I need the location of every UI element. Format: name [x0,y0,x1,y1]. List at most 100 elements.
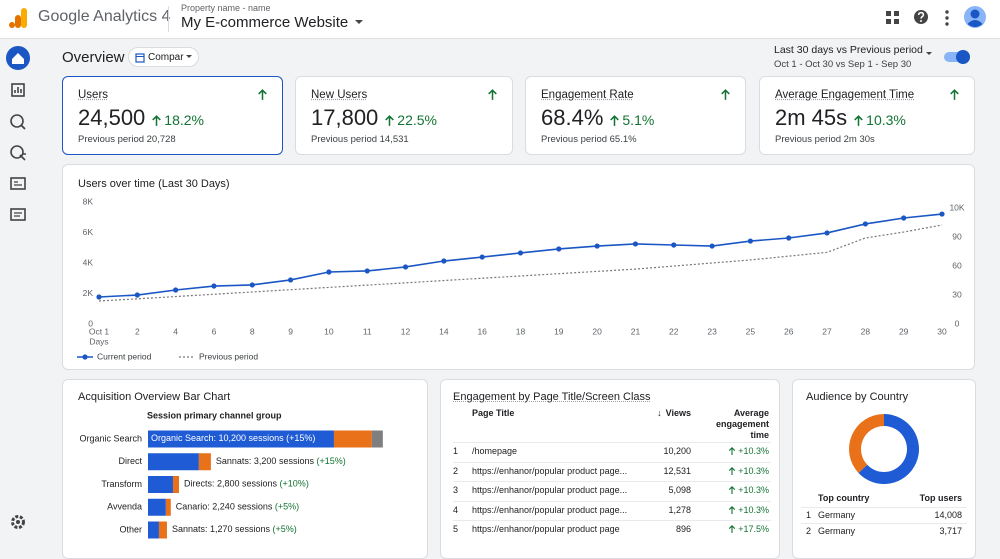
bar-segment [198,453,211,471]
row-index: 2 [806,526,812,536]
logo [9,8,27,28]
engagement-change-text: +10.3% [738,504,769,515]
arrow-shape [488,89,497,100]
metric-row: 17,800 22.5% [311,105,437,131]
metric-value: 17,800 [311,105,379,130]
arrow-shape [854,114,863,126]
views: 1,278 [668,504,691,515]
change-arrow [729,525,736,534]
data-point [556,246,562,252]
row-index: 4 [453,504,459,515]
bar-label: Organic Search: 10,200 sessions (+15%) [151,433,315,443]
metric-previous: Previous period 2m 30s [775,134,875,145]
metric-change: 18.2% [164,112,204,128]
x-tick-label: 26 [784,326,794,336]
nav-reports[interactable] [11,83,25,97]
engagement-change-text: +17.5% [738,524,769,535]
data-point [632,241,639,247]
more-icon[interactable] [942,9,952,27]
nav-feedback[interactable] [10,208,26,221]
bar-segment [148,498,166,516]
page-title: https://enhanor/popular product page... [472,504,628,515]
bar-segment [148,453,199,471]
data-point [594,243,600,249]
row-divider [453,461,771,463]
compare-chip[interactable]: Compar [128,47,199,67]
engagement-change-text: +10.3% [738,465,769,476]
metric-row: 24,500 18.2% [78,105,204,131]
metric-card[interactable]: Users 24,500 18.2% Previous period 20,728 [62,76,283,155]
bar-segment [333,430,372,448]
metric-previous: Previous period 14,531 [311,134,409,145]
nav-advertising[interactable] [10,145,26,161]
arrow-shape [152,114,162,126]
apps-icon[interactable] [885,10,901,26]
y-tick-label: 0 [88,318,93,328]
property-name[interactable]: My E-commerce Website [181,14,349,31]
acquisition-card: Acquisition Overview Bar Chart Session pr… [62,379,428,559]
metric-card[interactable]: New Users 17,800 22.5% Previous period 14,5… [295,76,513,155]
metric-row: 68.4% 5.1% [541,105,654,131]
sidebar [6,46,30,529]
arrow-shape [729,447,736,455]
metric-card[interactable]: Average Engagement Time 2m 45s 10.3% Previo… [759,76,975,155]
date-range[interactable]: Last 30 days vs Previous period [774,44,923,56]
sort-icon: ↓ [657,408,662,418]
data-point [211,283,217,289]
engagement-change: +10.3% [728,466,769,476]
bar-segment [172,476,179,493]
bar-segment [158,521,167,539]
compare-toggle[interactable] [943,49,971,65]
avatar[interactable] [963,5,987,29]
help-icon[interactable] [913,9,931,27]
trend-icon [258,89,267,100]
y-tick-label: 8K [83,196,94,206]
users: 14,008 [934,510,962,520]
dropdown-icon [186,55,192,58]
date-detail: Oct 1 - Oct 30 vs Sep 1 - Sep 30 [774,59,912,70]
data-point [287,277,294,283]
x-tick-label: 20 [592,326,602,336]
row-index: 1 [806,510,812,520]
metric-change: 22.5% [397,112,437,128]
engagement-change: +17.5% [728,524,769,534]
bar-label: Directs: 2,800 sessions (+10%) [184,479,309,489]
data-point [402,264,409,270]
metric-change: 5.1% [622,112,655,128]
nav-explore[interactable] [10,114,26,130]
row-index: 5 [453,524,459,535]
date-dropdown-icon[interactable] [925,51,933,57]
metric-card[interactable]: Engagement Rate 68.4% 5.1% Previous period … [525,76,746,155]
donut-slice [858,414,919,484]
nav-settings[interactable] [11,515,25,529]
arrow-shape [729,486,736,495]
engagement-change: +10.3% [728,446,769,456]
property-selector[interactable]: My E-commerce Website [181,14,366,31]
bar-label: Canario: 2,240 sessions (+5%) [176,502,299,512]
metric-row: 2m 45s 10.3% [775,105,906,131]
page-title: https://enhanor/popular product page... [472,485,628,496]
arrow-shape [610,114,620,126]
x-tick-label: Oct 1 [89,326,110,336]
data-point [364,268,370,274]
bar-segment [148,430,334,448]
nav-configure[interactable] [10,177,26,190]
nav-home[interactable] [6,46,30,70]
arrow-shape [729,505,736,514]
bar-label-change: (+15%) [286,433,315,443]
compare-label[interactable]: Compar [148,52,184,63]
bar-label-text: Sannats: 3,200 sessions [216,456,315,466]
dropdown-icon [355,20,364,24]
page-title: https://enhanor/popular product page... [472,465,628,476]
change-arrow [729,486,736,495]
bar-label: Sannats: 3,200 sessions (+15%) [216,456,346,466]
bar-segment [148,476,173,493]
x-tick-label: 2 [135,326,140,336]
change-arrow [854,114,863,126]
metric-value: 68.4% [541,105,604,130]
trend-icon [721,89,730,100]
row-divider [801,507,967,508]
x-tick-label: 6 [212,326,217,336]
metric-change: 10.3% [866,112,906,128]
